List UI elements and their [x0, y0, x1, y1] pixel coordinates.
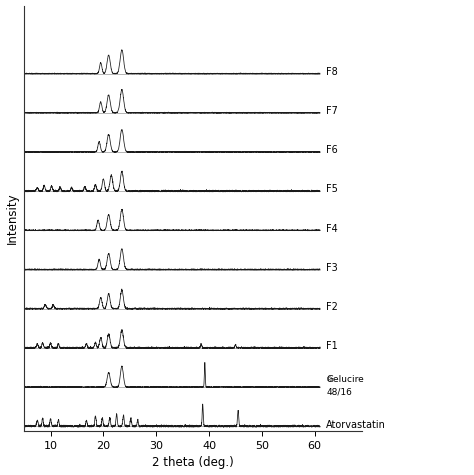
Y-axis label: Intensity: Intensity: [6, 192, 18, 244]
Text: F5: F5: [327, 184, 338, 194]
Text: Atorvastatin: Atorvastatin: [327, 419, 386, 429]
X-axis label: 2 theta (deg.): 2 theta (deg.): [152, 456, 234, 469]
Text: F2: F2: [327, 302, 338, 312]
Text: F4: F4: [327, 224, 338, 234]
Text: 48/16: 48/16: [327, 387, 352, 396]
Text: F7: F7: [327, 106, 338, 116]
Text: F1: F1: [327, 341, 338, 351]
Text: F3: F3: [327, 263, 338, 273]
Text: F8: F8: [327, 67, 338, 77]
Text: F6: F6: [327, 145, 338, 155]
Text: Gelucire: Gelucire: [327, 375, 364, 384]
Text: ®: ®: [327, 378, 334, 384]
